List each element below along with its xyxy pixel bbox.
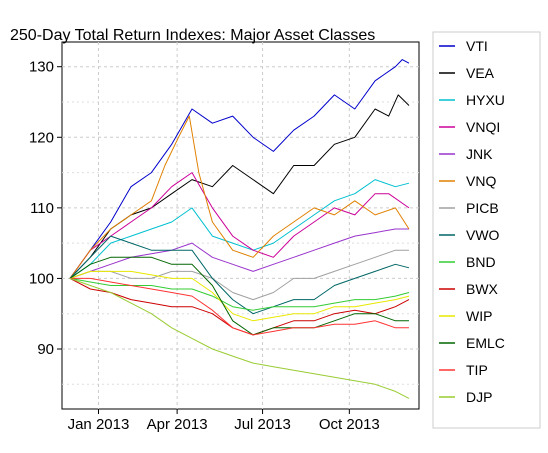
y-tick-label: 90 [37,341,54,358]
legend-label-bnd: BND [466,254,496,270]
x-axis: Jan 2013 Apr 2013 Jul 2013 Oct 2013 [68,409,380,433]
series-line-vti [69,59,410,279]
legend-label-vnq: VNQ [466,173,496,189]
series-line-bwx [69,277,410,336]
legend-label-djp: DJP [466,389,492,405]
series-line-picb [69,249,409,301]
legend-label-vnqi: VNQI [466,119,500,135]
x-tick-label: Jul 2013 [234,416,291,433]
chart-title: 250-Day Total Return Indexes: Major Asse… [10,27,375,44]
legend-label-vea: VEA [466,65,495,81]
series-line-djp [69,277,410,399]
series-line-vnqi [69,172,410,279]
series-line-bnd [69,277,410,311]
x-tick-label: Jan 2013 [68,416,130,433]
legend-label-tip: TIP [466,362,488,378]
y-axis: 90 100 110 120 130 [29,59,62,358]
legend-label-wip: WIP [466,308,492,324]
grid-lines [62,42,419,409]
y-tick-label: 100 [29,270,54,287]
y-tick-label: 120 [29,129,54,146]
series-line-vea [69,94,410,279]
legend-label-hyxu: HYXU [466,92,505,108]
legend-label-vwo: VWO [466,227,500,243]
x-tick-label: Apr 2013 [147,416,208,433]
legend-label-bwx: BWX [466,281,499,297]
series-line-jnk [69,228,409,279]
legend-box [432,31,541,429]
y-tick-label: 130 [29,59,54,76]
series-lines [69,59,410,399]
series-line-vwo [69,235,410,315]
legend: VTI VEA HYXU VNQI JNK VNQ PICB VWO BND BWX WIP EMLC… [432,31,541,429]
legend-label-emlc: EMLC [466,335,505,351]
series-line-wip [69,270,410,322]
series-line-tip [70,277,409,336]
series-line-emlc [69,256,409,336]
y-tick-label: 110 [30,200,54,217]
legend-label-jnk: JNK [466,146,493,162]
series-line-hyxu [69,179,410,279]
series-line-vnq [69,115,410,279]
legend-label-vti: VTI [466,38,488,54]
x-tick-label: Oct 2013 [319,416,380,433]
plot-area-frame [61,41,420,410]
legend-label-picb: PICB [466,200,499,216]
